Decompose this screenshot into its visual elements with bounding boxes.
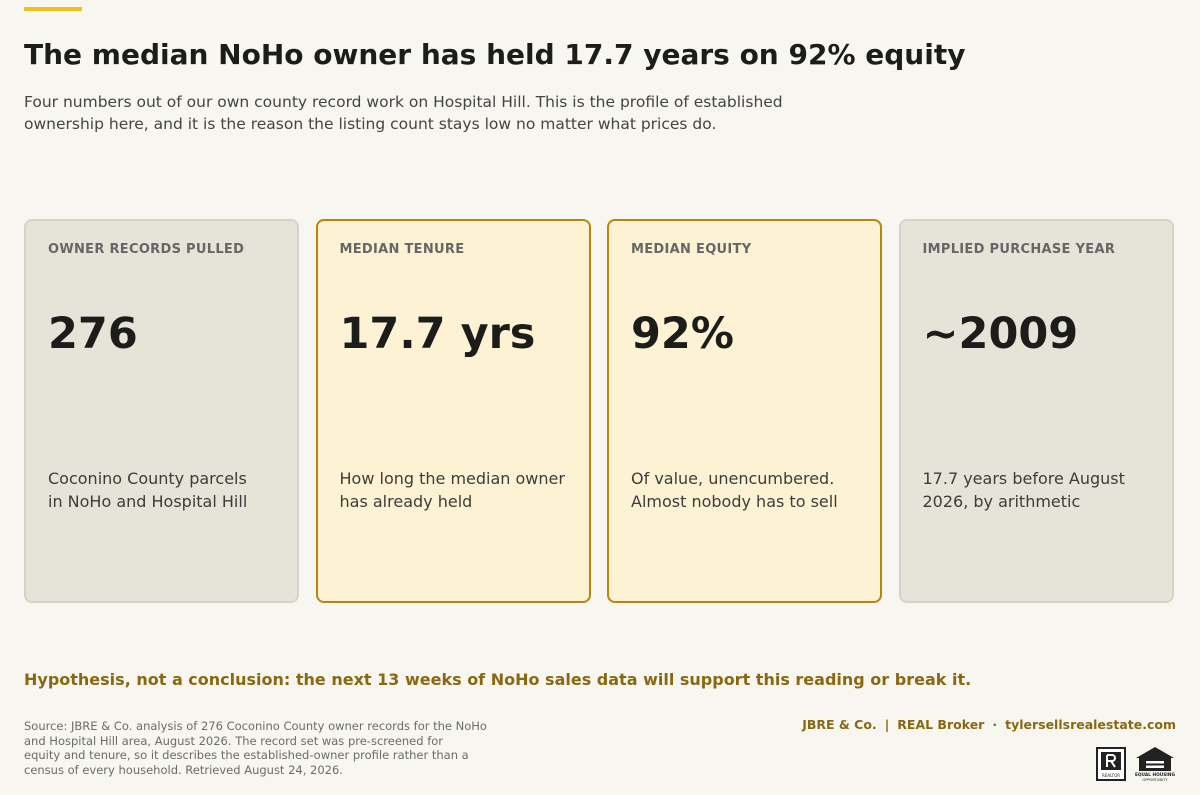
brand-line: JBRE & Co. | REAL Broker · tylersellsrealest… bbox=[794, 717, 1176, 732]
subtitle-line: Four numbers out of our own county recor… bbox=[24, 93, 783, 111]
card-label: IMPLIED PURCHASE YEAR bbox=[922, 242, 1116, 257]
card-value: 17.7 yrs bbox=[339, 309, 536, 359]
stat-card: MEDIAN TENURE 17.7 yrs How long the median… bbox=[315, 219, 591, 603]
accent-bar bbox=[24, 7, 82, 11]
source-line: census of every household. Retrieved Aug… bbox=[24, 762, 343, 777]
description-line: Of value, unencumbered. bbox=[631, 469, 835, 488]
card-description: Coconino County parcels in NoHo and Hospi… bbox=[48, 468, 247, 513]
source-line: Source: JBRE & Co. analysis of 276 Cocon… bbox=[24, 719, 487, 733]
source-note: Source: JBRE & Co. analysis of 276 Cocon… bbox=[24, 719, 487, 777]
brand-part: · bbox=[992, 717, 998, 732]
stat-card: OWNER RECORDS PULLED 276 Coconino County p… bbox=[24, 219, 299, 603]
stat-card: IMPLIED PURCHASE YEAR ~2009 17.7 years bef… bbox=[898, 219, 1174, 603]
source-line: and Hospital Hill area, August 2026. The… bbox=[24, 733, 444, 748]
equal-housing-label: OPPORTUNITY bbox=[1142, 778, 1168, 782]
logos: REALTOR EQUAL HOUSING OPPORTUNITY bbox=[1096, 747, 1176, 782]
subtitle: Four numbers out of our own county recor… bbox=[24, 91, 783, 135]
realtor-label: REALTOR bbox=[1102, 773, 1120, 778]
card-description: How long the median owner has already hel… bbox=[340, 468, 565, 513]
card-value: ~2009 bbox=[922, 309, 1079, 359]
source-line: equity and tenure, so it describes the e… bbox=[24, 748, 469, 762]
description-line: Almost nobody has to sell bbox=[631, 491, 838, 511]
card-label: MEDIAN TENURE bbox=[339, 242, 465, 257]
card-label: MEDIAN EQUITY bbox=[631, 242, 752, 257]
card-value: 92% bbox=[631, 309, 734, 359]
card-description: 17.7 years before August 2026, by arithme… bbox=[923, 468, 1125, 513]
brand-part: JBRE & Co. bbox=[802, 717, 877, 732]
description-line: in NoHo and Hospital Hill bbox=[48, 491, 248, 511]
card-label: OWNER RECORDS PULLED bbox=[48, 242, 245, 257]
brand-part: | bbox=[884, 717, 890, 732]
description-line: 2026, by arithmetic bbox=[922, 491, 1081, 511]
realtor-logo: REALTOR bbox=[1096, 747, 1126, 781]
brand-part: tylersellsrealestate.com bbox=[1005, 717, 1176, 732]
description-line: 17.7 years before August bbox=[922, 469, 1125, 488]
subtitle-line: ownership here, and it is the reason the… bbox=[24, 115, 717, 133]
description-line: How long the median owner bbox=[339, 469, 565, 488]
equal-housing-label: EQUAL HOUSING bbox=[1135, 772, 1176, 778]
card-value: 276 bbox=[48, 309, 138, 359]
hypothesis: Hypothesis, not a conclusion: the next 1… bbox=[24, 670, 972, 689]
card-description: Of value, unencumbered. Almost nobody has… bbox=[631, 468, 838, 513]
equal-housing-logo: EQUAL HOUSING OPPORTUNITY bbox=[1135, 747, 1176, 782]
stat-card: MEDIAN EQUITY 92% Of value, unencumbered. A… bbox=[607, 219, 882, 603]
description-line: Coconino County parcels bbox=[48, 469, 247, 488]
title: The median NoHo owner has held 17.7 year… bbox=[24, 38, 966, 71]
description-line: has already held bbox=[339, 491, 473, 511]
brand-part: REAL Broker bbox=[897, 717, 985, 732]
